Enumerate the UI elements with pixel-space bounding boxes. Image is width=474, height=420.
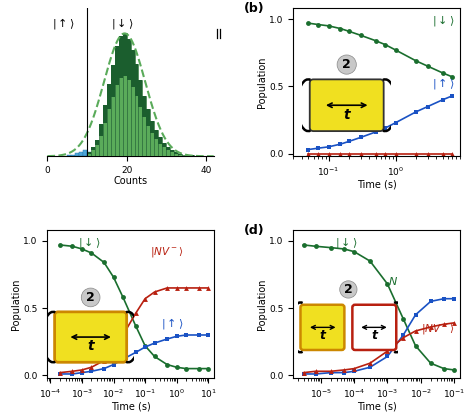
X-axis label: Time (s): Time (s) bbox=[110, 402, 150, 412]
Bar bbox=[170, 150, 174, 152]
Bar bbox=[130, 50, 135, 156]
Bar bbox=[95, 155, 99, 156]
Text: $|NV^-\rangle$: $|NV^-\rangle$ bbox=[421, 322, 455, 336]
Bar bbox=[103, 105, 107, 123]
Bar bbox=[79, 152, 83, 156]
Bar bbox=[87, 152, 91, 154]
Text: $|\uparrow\rangle$: $|\uparrow\rangle$ bbox=[432, 76, 455, 91]
Text: $|\uparrow\rangle$: $|\uparrow\rangle$ bbox=[161, 316, 184, 331]
Bar bbox=[174, 152, 178, 154]
X-axis label: Counts: Counts bbox=[113, 176, 147, 186]
Bar bbox=[162, 143, 166, 156]
X-axis label: Time (s): Time (s) bbox=[357, 180, 397, 190]
Bar bbox=[91, 154, 95, 156]
Bar bbox=[115, 46, 118, 156]
Bar bbox=[158, 137, 162, 144]
Text: $N$: $N$ bbox=[388, 275, 398, 286]
Bar bbox=[182, 155, 186, 156]
Bar bbox=[91, 147, 95, 150]
Bar bbox=[158, 137, 162, 156]
Bar bbox=[111, 65, 115, 156]
X-axis label: Time (s): Time (s) bbox=[357, 402, 397, 412]
Bar bbox=[190, 155, 194, 156]
Bar bbox=[166, 147, 170, 156]
Text: $|\downarrow\rangle$: $|\downarrow\rangle$ bbox=[111, 16, 134, 31]
Bar bbox=[95, 139, 99, 156]
Text: $|\downarrow\rangle$: $|\downarrow\rangle$ bbox=[432, 13, 455, 28]
Bar bbox=[107, 84, 111, 110]
Bar bbox=[166, 147, 170, 150]
Bar bbox=[146, 109, 150, 156]
Text: $|\downarrow\rangle$: $|\downarrow\rangle$ bbox=[335, 235, 358, 249]
Bar bbox=[162, 143, 166, 147]
Bar bbox=[123, 34, 127, 76]
Bar bbox=[174, 152, 178, 156]
Bar bbox=[95, 139, 99, 145]
Bar bbox=[87, 152, 91, 156]
Bar bbox=[150, 121, 155, 156]
Bar bbox=[103, 105, 107, 156]
Bar bbox=[83, 150, 87, 156]
Bar bbox=[127, 39, 130, 80]
Bar bbox=[135, 64, 138, 96]
Text: $|\uparrow\rangle$: $|\uparrow\rangle$ bbox=[53, 16, 75, 31]
Bar bbox=[111, 65, 115, 97]
Text: (b): (b) bbox=[244, 3, 264, 16]
Bar bbox=[118, 37, 123, 156]
Text: $|\downarrow\rangle$: $|\downarrow\rangle$ bbox=[78, 235, 100, 249]
Bar bbox=[67, 155, 71, 156]
Bar bbox=[178, 154, 182, 156]
Y-axis label: Population: Population bbox=[256, 57, 266, 108]
Bar bbox=[155, 130, 158, 139]
Bar bbox=[107, 84, 111, 156]
Bar bbox=[75, 153, 79, 156]
Bar bbox=[71, 155, 75, 156]
Bar bbox=[150, 121, 155, 133]
Bar bbox=[115, 46, 118, 85]
Bar bbox=[123, 34, 127, 156]
Bar bbox=[155, 130, 158, 156]
Bar bbox=[99, 124, 103, 156]
Bar bbox=[142, 96, 146, 117]
Bar bbox=[135, 64, 138, 156]
Bar bbox=[146, 109, 150, 126]
Y-axis label: Population: Population bbox=[10, 278, 20, 330]
Bar bbox=[127, 39, 130, 156]
Text: $|NV^-\rangle$: $|NV^-\rangle$ bbox=[150, 245, 184, 259]
Bar bbox=[142, 96, 146, 156]
Bar bbox=[99, 124, 103, 136]
Bar bbox=[138, 80, 142, 107]
Bar bbox=[118, 37, 123, 79]
Bar bbox=[138, 80, 142, 156]
Bar bbox=[186, 155, 190, 156]
Bar bbox=[130, 50, 135, 87]
Text: (d): (d) bbox=[244, 224, 264, 237]
Bar bbox=[91, 147, 95, 156]
Bar bbox=[87, 152, 91, 156]
Bar bbox=[178, 154, 182, 155]
Bar bbox=[170, 150, 174, 156]
Y-axis label: Population: Population bbox=[256, 278, 266, 330]
